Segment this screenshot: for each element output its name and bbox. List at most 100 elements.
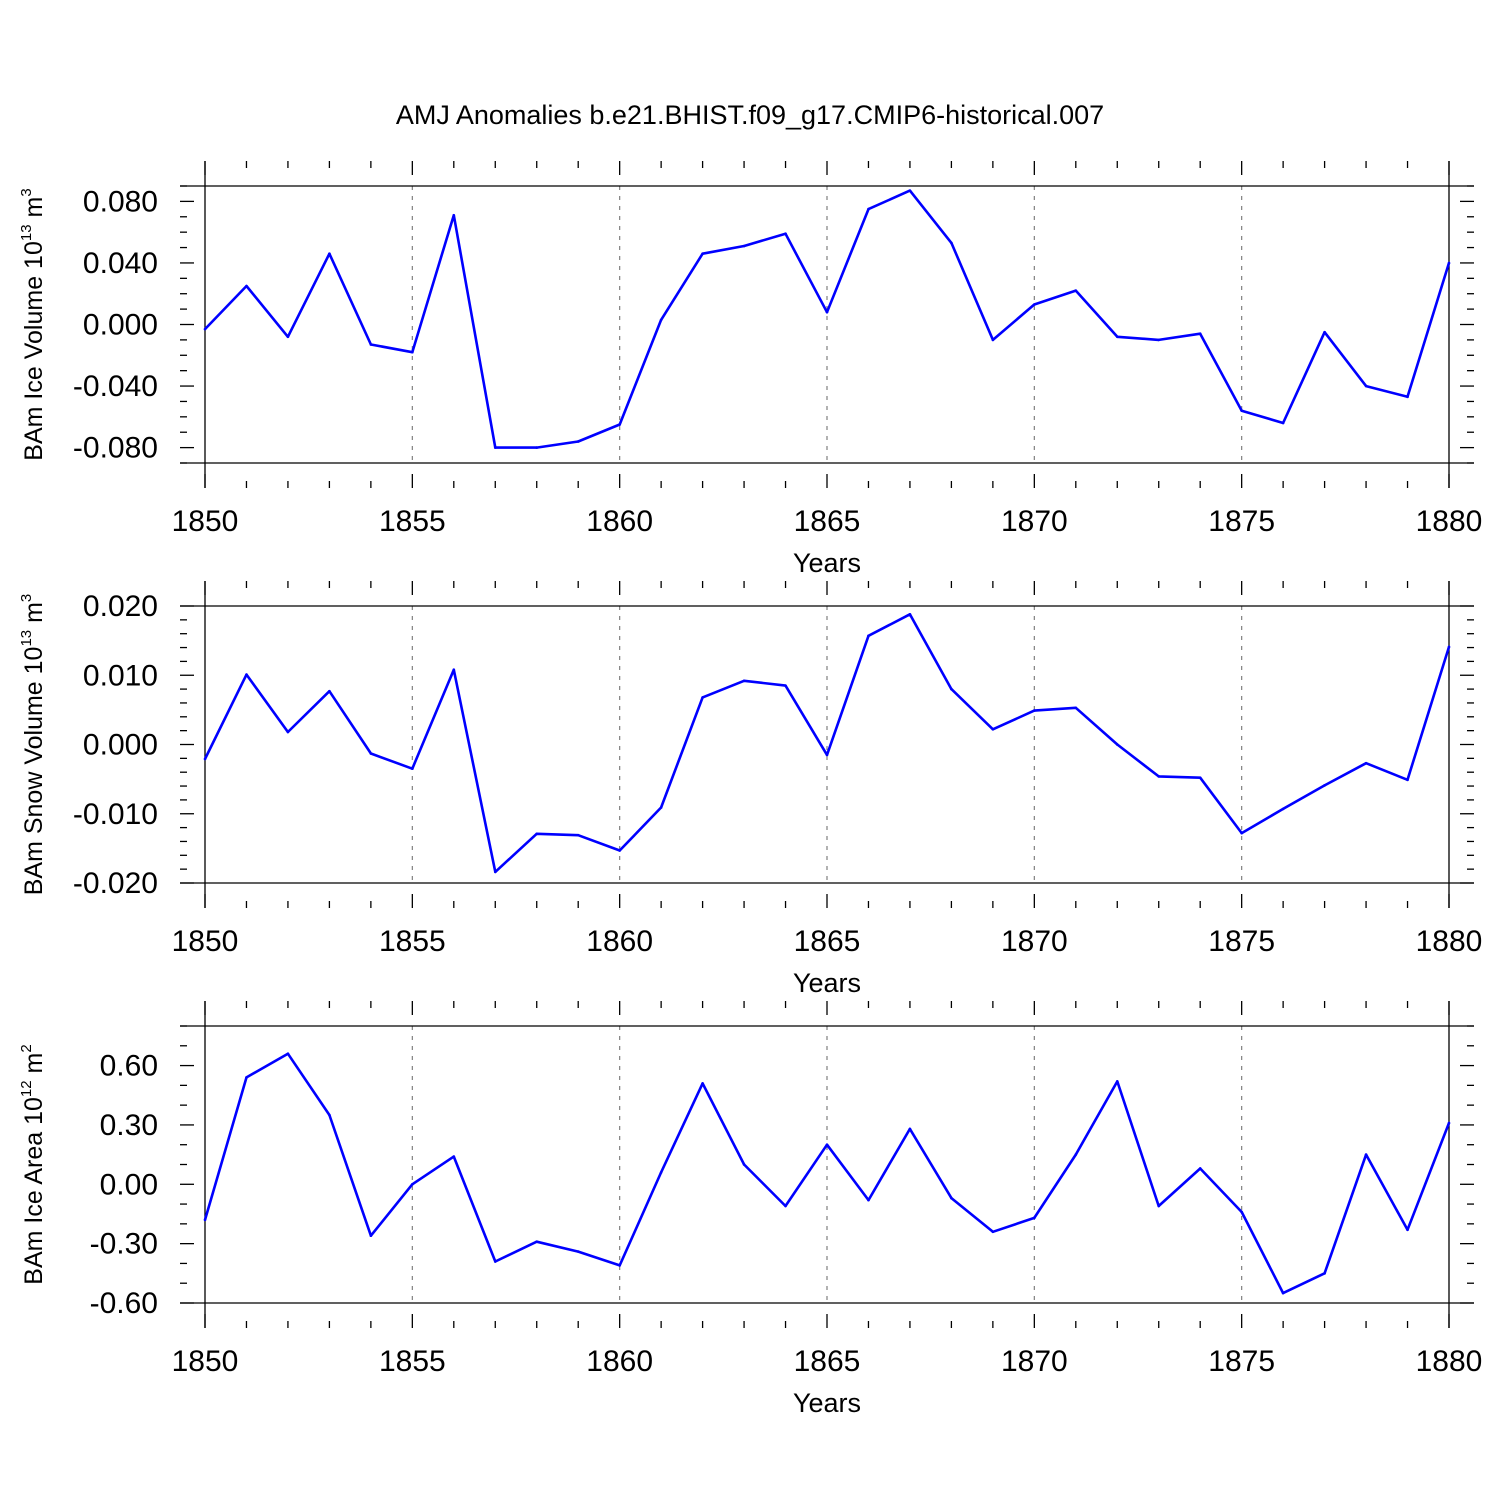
data-point [1115, 335, 1119, 339]
x-tick-label: 1875 [1208, 505, 1275, 538]
data-point [369, 343, 373, 346]
panel-snow-volume: -0.020 -0.010 0.000 0.010 0.020 1850 1855 1860 1… [18, 581, 1482, 998]
data-point [1115, 1080, 1119, 1083]
x-axis-label: Years [793, 968, 861, 998]
data-point [493, 870, 497, 874]
y-tick-label: 0.00 [100, 1168, 158, 1201]
data-point [1074, 289, 1078, 292]
y-tick-label: 0.000 [83, 309, 158, 342]
y-tick-label: -0.30 [90, 1228, 158, 1261]
y-tick-label: 0.040 [83, 247, 158, 280]
y-tick-label: -0.020 [73, 867, 158, 900]
series-line [203, 612, 1451, 874]
x-tick-label: 1865 [794, 505, 861, 538]
data-point [784, 232, 787, 236]
x-tick-label: 1860 [586, 1345, 653, 1378]
data-point [701, 1082, 704, 1085]
y-axis-label: BAm Ice Volume 1013 m3 [18, 188, 48, 460]
data-point [1033, 709, 1036, 712]
data-point [576, 440, 580, 443]
data-point [908, 1127, 912, 1131]
data-point [867, 207, 870, 211]
data-point [1074, 1153, 1078, 1156]
data-point [1281, 421, 1285, 425]
x-tick-label: 1850 [172, 1345, 239, 1378]
data-point [1198, 776, 1202, 780]
data-point [1157, 338, 1161, 342]
data-point [950, 687, 953, 691]
y-tick-label: 0.60 [100, 1050, 158, 1083]
data-point [452, 668, 456, 672]
data-point [1323, 1272, 1326, 1275]
data-point [618, 849, 621, 852]
data-point [1198, 332, 1202, 336]
data-point [1033, 303, 1036, 306]
x-tick-label: 1855 [379, 925, 446, 958]
x-tick-label: 1880 [1416, 505, 1483, 538]
data-point [618, 423, 621, 426]
data-point [991, 1230, 995, 1234]
y-tick-label: -0.080 [73, 432, 158, 465]
data-point [411, 767, 414, 771]
y-tick-label: 0.020 [83, 590, 158, 623]
data-point [659, 1171, 663, 1174]
data-point [1406, 778, 1409, 782]
data-point [1364, 761, 1368, 765]
data-point [1323, 784, 1326, 787]
x-tick-label: 1870 [1001, 1345, 1068, 1378]
x-tick-label: 1860 [586, 925, 653, 958]
x-tick-label: 1875 [1208, 1345, 1275, 1378]
data-point [535, 832, 539, 836]
data-point [701, 696, 704, 699]
x-tick-label: 1850 [172, 925, 239, 958]
data-point [1364, 384, 1368, 388]
data-point [1240, 831, 1243, 835]
x-tick-label: 1875 [1208, 925, 1275, 958]
data-point [618, 1264, 621, 1267]
data-point [1323, 330, 1326, 334]
x-tick-label: 1850 [172, 505, 239, 538]
y-tick-label: -0.010 [73, 798, 158, 831]
data-point [1157, 775, 1161, 778]
data-point [203, 1218, 207, 1222]
x-tick-label: 1855 [379, 505, 446, 538]
data-point [535, 446, 539, 449]
data-point [908, 189, 912, 192]
data-point [867, 1198, 870, 1202]
data-point [245, 673, 248, 676]
data-point [908, 613, 912, 616]
data-point [742, 1163, 746, 1166]
y-tick-label: 0.080 [83, 185, 158, 218]
data-point [1033, 1216, 1036, 1220]
data-point [203, 327, 207, 331]
data-point [784, 684, 787, 687]
x-tick-label: 1855 [379, 1345, 446, 1378]
data-point [1115, 743, 1119, 746]
data-point [867, 634, 870, 638]
data-point [659, 806, 663, 809]
data-point [1447, 1121, 1451, 1125]
data-point [1447, 261, 1451, 265]
data-point [411, 350, 414, 354]
data-point [1074, 706, 1078, 710]
data-point [825, 1143, 829, 1147]
data-point [576, 833, 580, 837]
data-point [1447, 645, 1451, 649]
data-point [742, 244, 746, 248]
data-point [825, 753, 829, 757]
data-point [1198, 1167, 1202, 1170]
data-point [784, 1204, 787, 1208]
data-point [659, 318, 663, 322]
x-axis-label: Years [793, 548, 861, 578]
data-point [1157, 1204, 1161, 1208]
data-point [245, 1076, 248, 1079]
data-point [452, 1155, 456, 1158]
y-tick-label: 0.010 [83, 659, 158, 692]
data-point [1281, 807, 1285, 811]
data-point [369, 1234, 373, 1238]
x-axis-label: Years [793, 1388, 861, 1418]
data-point [328, 252, 331, 256]
y-tick-label: 0.30 [100, 1109, 158, 1142]
data-point [991, 727, 995, 731]
data-point [286, 1052, 290, 1055]
